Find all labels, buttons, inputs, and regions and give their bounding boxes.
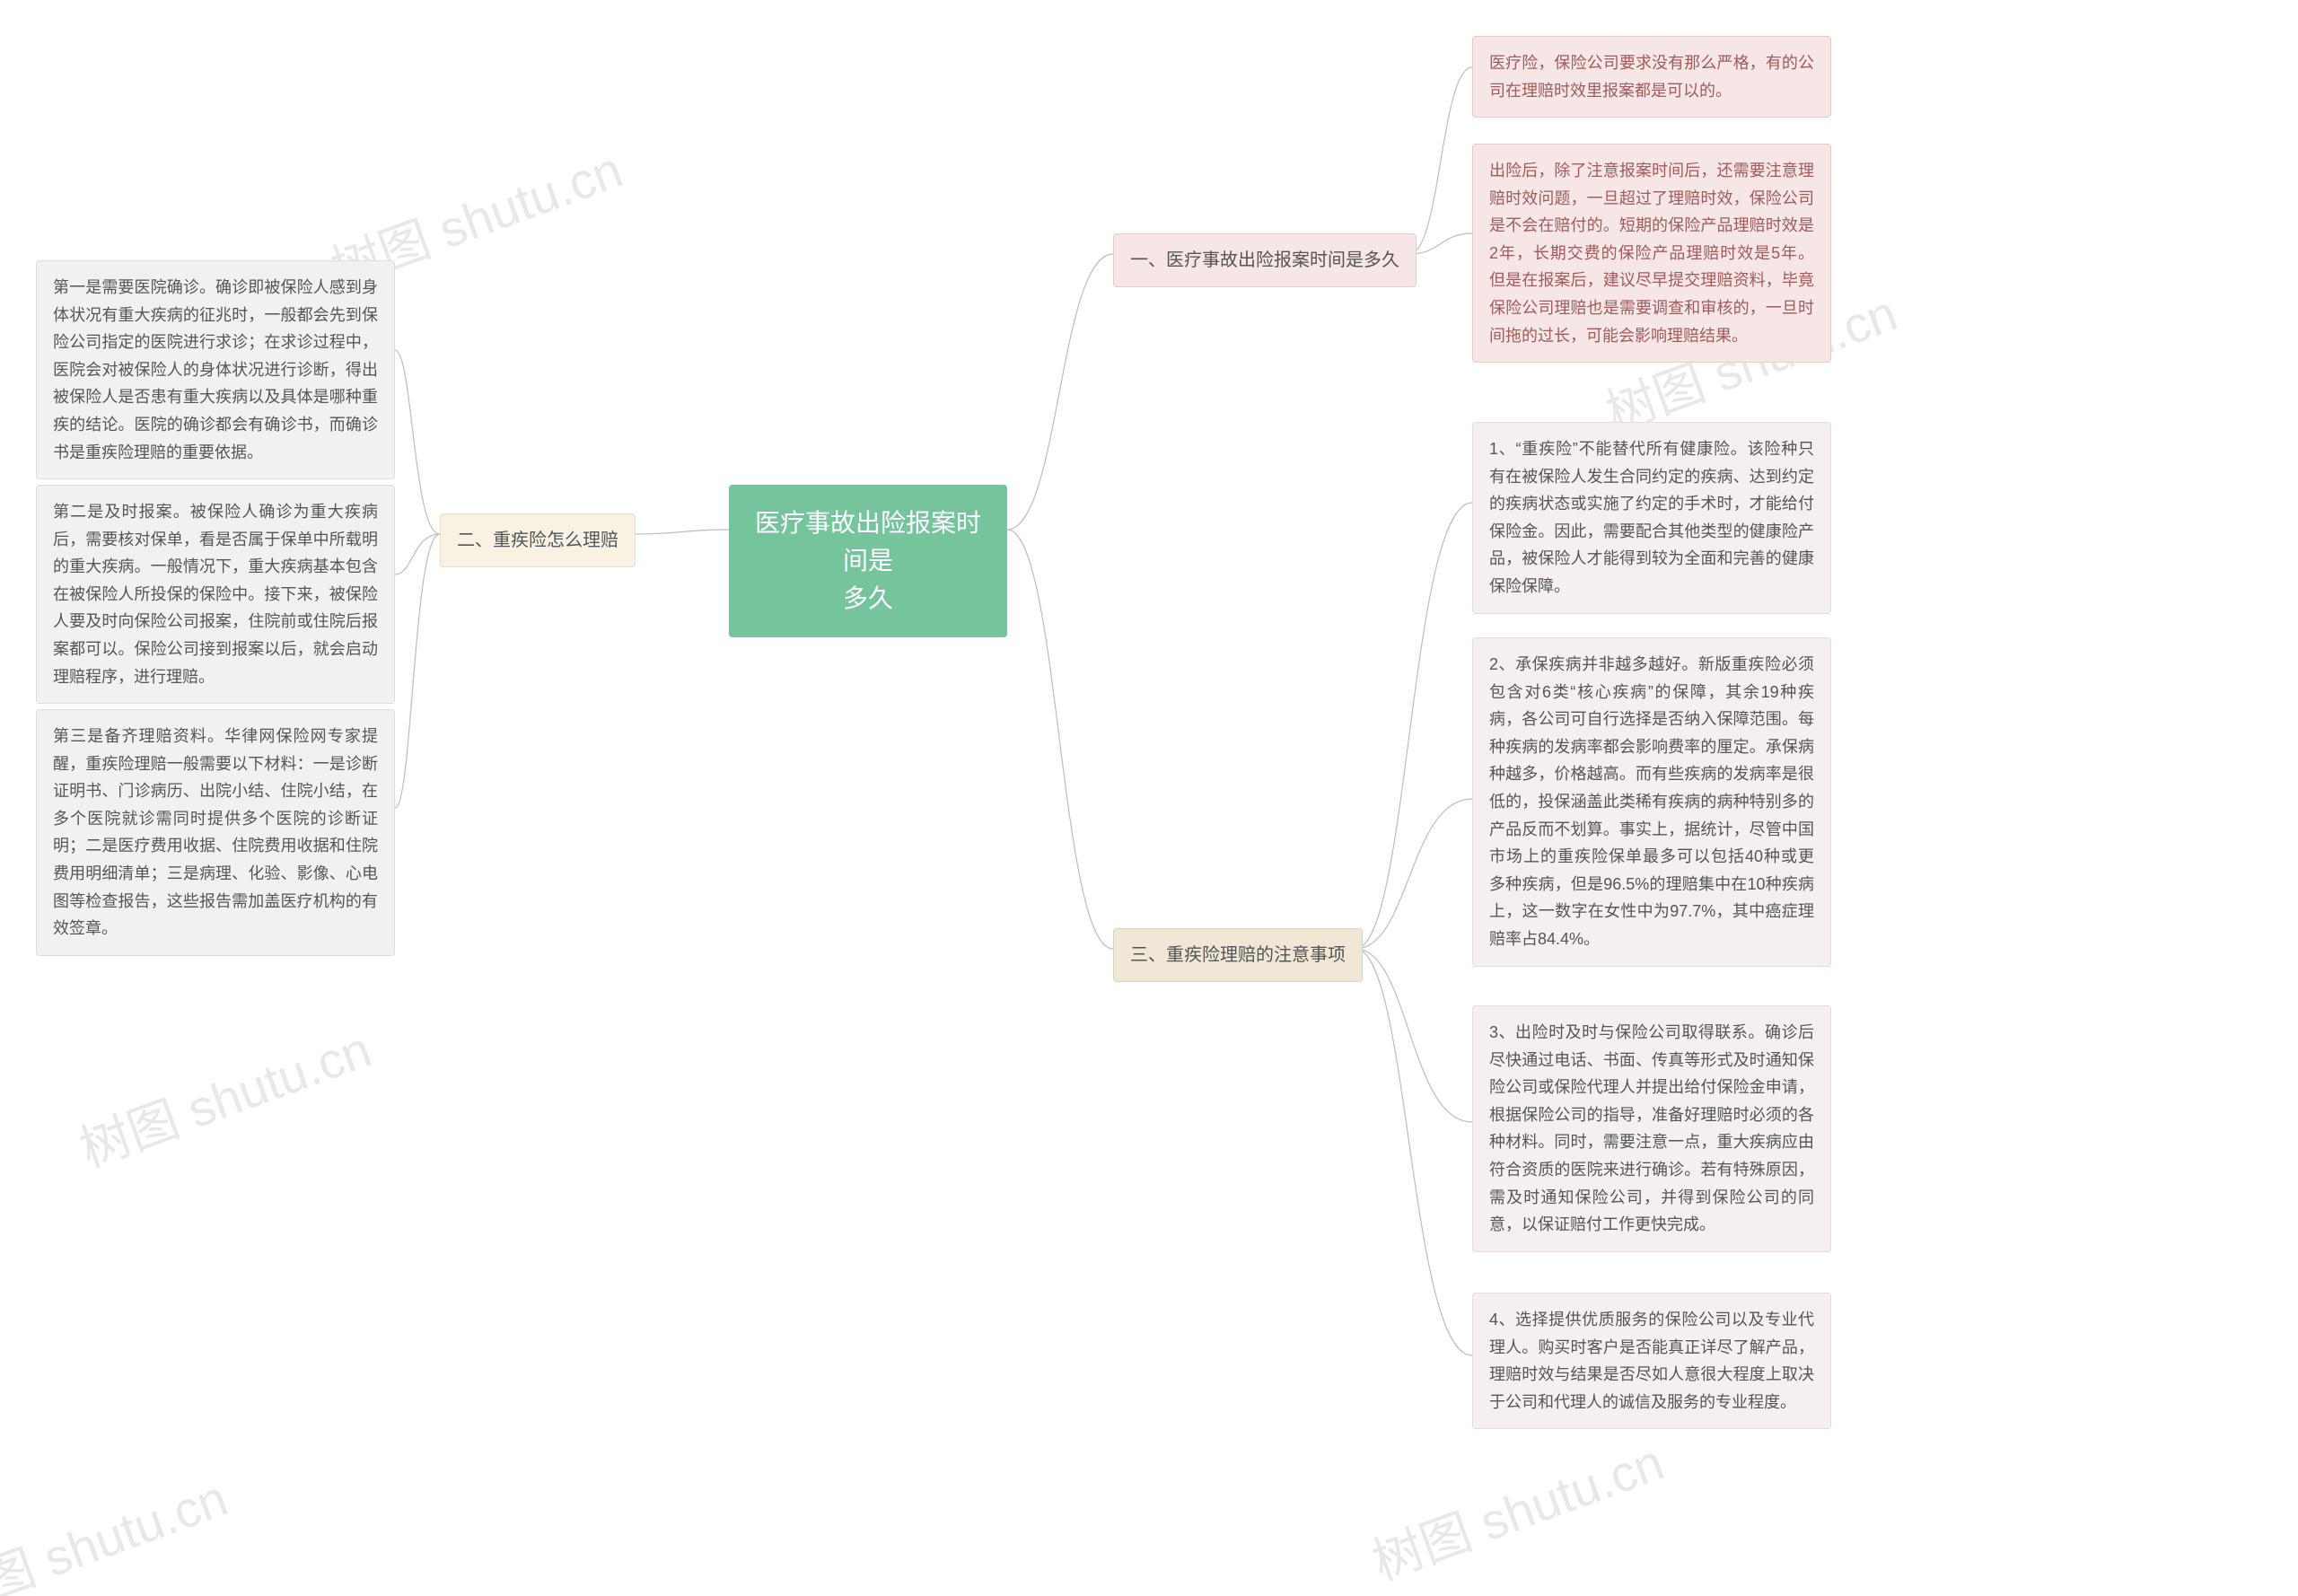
branch-2-leaf-2[interactable]: 第二是及时报案。被保险人确诊为重大疾病后，需要核对保单，看是否属于保单中所载明的… <box>36 485 395 704</box>
branch-3-leaf-4[interactable]: 4、选择提供优质服务的保险公司以及专业代理人。购买时客户是否能真正详尽了解产品，… <box>1472 1293 1831 1429</box>
watermark: 树图 shutu.cn <box>1361 1422 1672 1594</box>
mindmap-root[interactable]: 医疗事故出险报案时间是 多久 <box>729 485 1007 637</box>
branch-1-leaf-1[interactable]: 医疗险，保险公司要求没有那么严格，有的公司在理赔时效里报案都是可以的。 <box>1472 36 1831 118</box>
branch-3[interactable]: 三、重疾险理赔的注意事项 <box>1113 928 1363 982</box>
branch-2-leaf-3[interactable]: 第三是备齐理赔资料。华律网保险网专家提醒，重疾险理赔一般需要以下材料：一是诊断证… <box>36 709 395 956</box>
branch-2-leaf-1[interactable]: 第一是需要医院确诊。确诊即被保险人感到身体状况有重大疾病的征兆时，一般都会先到保… <box>36 260 395 479</box>
watermark: 树图 shutu.cn <box>0 1458 236 1596</box>
branch-1[interactable]: 一、医疗事故出险报案时间是多久 <box>1113 233 1417 287</box>
watermark: 树图 shutu.cn <box>68 1009 380 1181</box>
branch-1-leaf-2[interactable]: 出险后，除了注意报案时间后，还需要注意理赔时效问题，一旦超过了理赔时效，保险公司… <box>1472 144 1831 363</box>
branch-2[interactable]: 二、重疾险怎么理赔 <box>440 513 636 567</box>
branch-3-leaf-2[interactable]: 2、承保疾病并非越多越好。新版重疾险必须包含对6类“核心疾病”的保障，其余19种… <box>1472 637 1831 967</box>
branch-3-leaf-3[interactable]: 3、出险时及时与保险公司取得联系。确诊后尽快通过电话、书面、传真等形式及时通知保… <box>1472 1005 1831 1252</box>
branch-3-leaf-1[interactable]: 1、“重疾险”不能替代所有健康险。该险种只有在被保险人发生合同约定的疾病、达到约… <box>1472 422 1831 614</box>
